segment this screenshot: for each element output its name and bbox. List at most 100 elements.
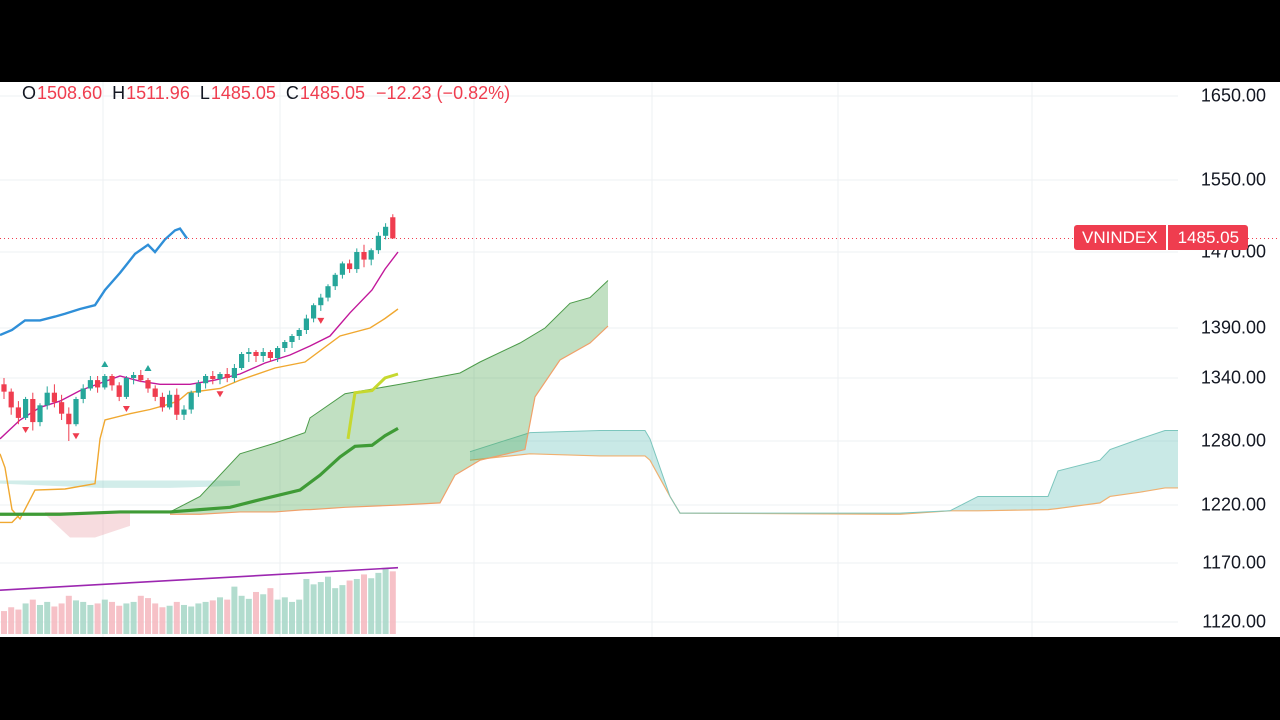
candle-body [224, 374, 230, 378]
candle-body [253, 352, 259, 356]
candle-body [30, 399, 36, 423]
volume-bar [22, 603, 29, 634]
candle-body [59, 402, 65, 414]
down-signal-arrow [122, 406, 130, 412]
candle-body [339, 263, 345, 275]
y-tick-1390: 1390.00 [1200, 317, 1266, 338]
kijun-line [0, 308, 399, 521]
candle-body [390, 217, 396, 239]
senkou-b-line [170, 325, 609, 515]
volume-bar [231, 586, 238, 634]
high-label: H [112, 82, 126, 103]
candle-body [217, 374, 223, 380]
candle-body [383, 226, 389, 236]
ichimoku-chart[interactable] [0, 82, 1280, 637]
open-value: 1508.60 [37, 82, 103, 103]
tenkan-line [0, 251, 399, 440]
candle-body [260, 352, 266, 356]
y-tick-1220: 1220.00 [1200, 494, 1266, 515]
volume-bar [317, 582, 324, 634]
kijun-tail [0, 513, 21, 524]
chikou-span [0, 227, 188, 337]
change-value: −12.23 (−0.82%) [376, 82, 511, 103]
candle-body [375, 235, 381, 251]
low-label: L [199, 82, 210, 103]
y-tick-1340: 1340.00 [1200, 367, 1266, 388]
volume-bar [173, 601, 180, 634]
close-label: C [285, 82, 299, 103]
volume-bar [375, 572, 382, 634]
volume-bar [353, 578, 360, 634]
volume-bar [260, 594, 267, 634]
volume-bar [137, 595, 144, 634]
candle-body [195, 383, 201, 393]
volume-bar [195, 603, 202, 634]
candle-body [174, 394, 180, 415]
candle-body [368, 250, 374, 260]
volume-bar [181, 604, 187, 634]
chart-area[interactable]: O 1508.60 H 1511.96 L 1485.05 C 1485.05 −12.… [0, 82, 1280, 637]
volume-bar [145, 598, 151, 634]
volume-bar [310, 584, 317, 634]
volume-bar [267, 588, 274, 634]
symbol-label: VNINDEX [1074, 225, 1166, 250]
volume-bar [109, 601, 115, 634]
volume-bar [296, 599, 303, 634]
volume-bar [152, 603, 159, 634]
candle-body [354, 252, 360, 270]
candle-body [210, 376, 216, 380]
candle-body [167, 394, 173, 408]
volume-bar [289, 601, 295, 634]
high-value: 1511.96 [126, 82, 190, 103]
y-tick-1550: 1550.00 [1200, 169, 1266, 190]
y-tick-1650: 1650.00 [1200, 85, 1266, 106]
close-value: 1485.05 [299, 82, 365, 103]
volume-bar [166, 605, 173, 634]
down-signal-arrow [22, 427, 30, 433]
top-black-bar [0, 0, 1280, 82]
candle-body [102, 376, 108, 388]
candle-body [311, 305, 317, 319]
down-signal-arrow [317, 317, 325, 324]
last-price-value: 1485.05 [1167, 225, 1249, 250]
candle-body [188, 392, 194, 410]
candle-body [239, 354, 245, 368]
candle-body [159, 396, 165, 408]
candle-body [66, 413, 72, 425]
volume-bar [389, 571, 396, 634]
ohlc-legend: O 1508.60 H 1511.96 L 1485.05 C 1485.05 −12.… [22, 82, 510, 104]
candle-body [8, 391, 14, 408]
candle-body [87, 380, 93, 389]
candle-body [37, 405, 43, 423]
past-cloud-bear [0, 480, 240, 488]
volume-bar [15, 609, 22, 634]
future-cloud-bear [470, 430, 1178, 515]
candle-body [282, 342, 288, 348]
volume-bar [94, 603, 101, 634]
low-value: 1485.05 [210, 82, 276, 103]
volume-bar [29, 599, 36, 634]
volume-bar [325, 576, 331, 634]
volume-bar [368, 578, 375, 634]
up-signal-arrow [101, 361, 109, 367]
candle-body [109, 376, 115, 386]
volume-bar [1, 611, 7, 634]
candle-body [246, 352, 252, 354]
candle-body [95, 380, 101, 388]
volume-bar [87, 604, 94, 634]
past-cloud-red [45, 511, 130, 538]
down-signal-arrow [72, 433, 80, 440]
volume-bar [361, 574, 367, 634]
volume-bar [245, 598, 252, 634]
volume-bar [281, 597, 288, 634]
volume-bar [188, 606, 195, 634]
forward-ma-line [0, 427, 399, 516]
volume-bar [382, 568, 389, 634]
last-price-tag: VNINDEX 1485.05 [1074, 225, 1249, 250]
candle-body [361, 252, 367, 260]
bottom-black-bar [0, 637, 1280, 720]
candle-body [131, 375, 137, 378]
candle-body [289, 336, 295, 342]
candle-body [145, 380, 151, 389]
volume-ma-line [0, 566, 399, 591]
